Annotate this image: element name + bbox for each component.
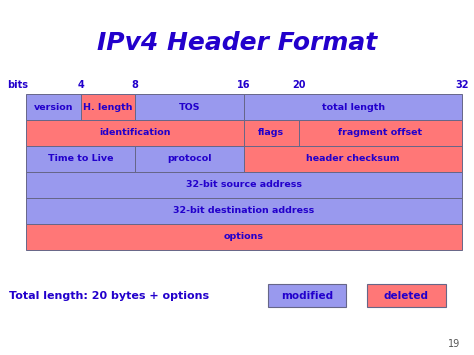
Text: flags: flags [258,129,284,137]
Bar [26,146,135,172]
Text: Total length: 20 bytes + options: Total length: 20 bytes + options [9,291,210,301]
Text: 32: 32 [456,80,469,90]
Bar [26,224,462,250]
Text: protocol: protocol [167,154,212,163]
Text: options: options [224,232,264,241]
Text: 32-bit destination address: 32-bit destination address [173,206,315,215]
Bar [26,198,462,224]
Text: H. length: H. length [83,103,133,111]
Bar [244,146,462,172]
Bar [135,146,244,172]
Text: 20: 20 [292,80,305,90]
Bar [244,94,462,120]
Text: Time to Live: Time to Live [48,154,113,163]
Text: version: version [34,103,73,111]
Bar [26,94,81,120]
Text: 16: 16 [237,80,251,90]
Text: 32-bit source address: 32-bit source address [186,180,302,189]
Text: modified: modified [281,290,333,301]
Bar [299,120,462,146]
Bar [135,94,244,120]
Text: IPv4 Header Format: IPv4 Header Format [97,31,377,55]
Text: TOS: TOS [179,103,201,111]
Text: fragment offset: fragment offset [338,129,422,137]
Text: 19: 19 [447,339,460,349]
Text: bits: bits [7,80,28,90]
Text: identification: identification [100,129,171,137]
Bar [26,120,244,146]
Text: deleted: deleted [384,290,429,301]
Bar [367,284,446,307]
Bar [81,94,135,120]
Text: total length: total length [321,103,385,111]
Bar [26,172,462,198]
Bar [268,284,346,307]
Text: header checksum: header checksum [306,154,400,163]
Text: 8: 8 [132,80,138,90]
Text: 4: 4 [77,80,84,90]
Bar [244,120,299,146]
